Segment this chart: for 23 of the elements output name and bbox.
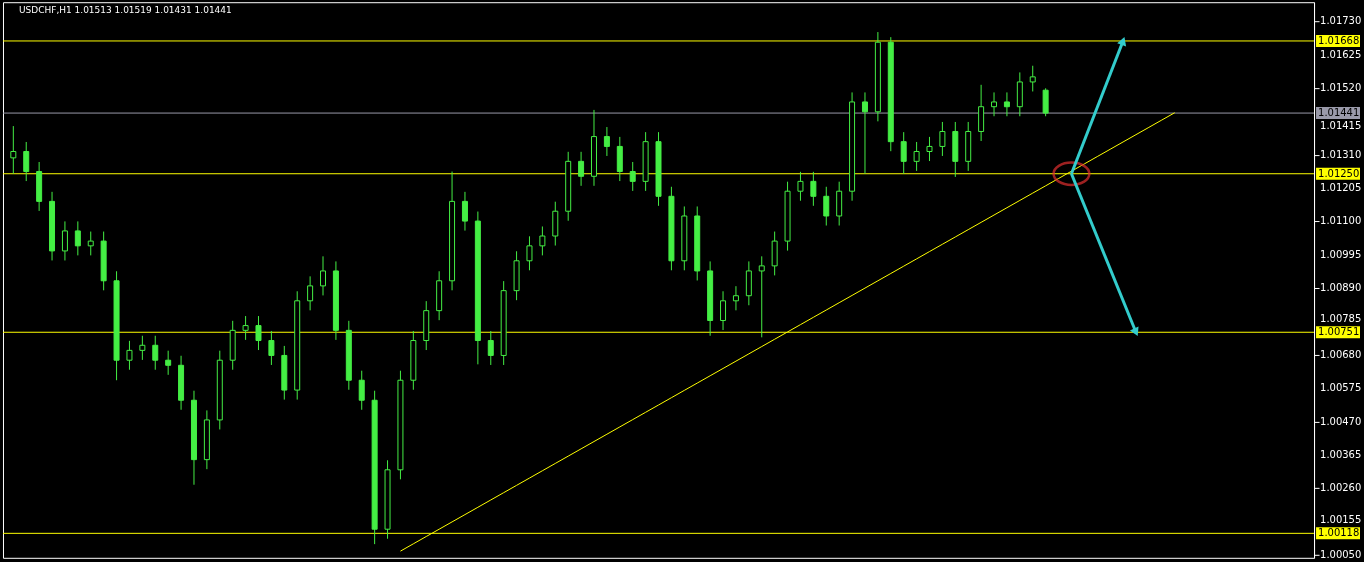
y-tick-label: 1.00155	[1320, 514, 1362, 526]
y-tick-label: 1.01205	[1320, 182, 1362, 194]
y-tick-label: 1.00575	[1320, 382, 1362, 394]
ref-line-label: 1.00751	[1318, 326, 1360, 338]
y-tick-label: 1.01730	[1320, 15, 1362, 27]
y-tick-label: 1.01625	[1320, 48, 1362, 60]
y-tick-label: 1.00680	[1320, 348, 1362, 360]
ref-line-label: 1.01250	[1318, 167, 1360, 179]
y-tick-label: 1.01520	[1320, 81, 1362, 93]
chart-title: USDCHF,H1 1.01513 1.01519 1.01431 1.01441	[18, 5, 232, 16]
ref-line-label: 1.00118	[1318, 527, 1360, 539]
y-tick-label: 1.00785	[1320, 313, 1362, 325]
ref-line-label: 1.01441	[1318, 107, 1360, 119]
y-tick-label: 1.00470	[1320, 415, 1362, 427]
y-tick-label: 1.00260	[1320, 482, 1362, 494]
y-tick-label: 1.00890	[1320, 282, 1362, 294]
y-tick-label: 1.00995	[1320, 248, 1362, 260]
y-tick-label: 1.00050	[1320, 548, 1362, 560]
y-tick-label: 1.00365	[1320, 448, 1362, 460]
ref-line-label: 1.01668	[1318, 34, 1360, 46]
y-tick-label: 1.01415	[1320, 120, 1362, 132]
y-tick-label: 1.01100	[1320, 215, 1362, 227]
y-tick-label: 1.01310	[1320, 148, 1362, 160]
